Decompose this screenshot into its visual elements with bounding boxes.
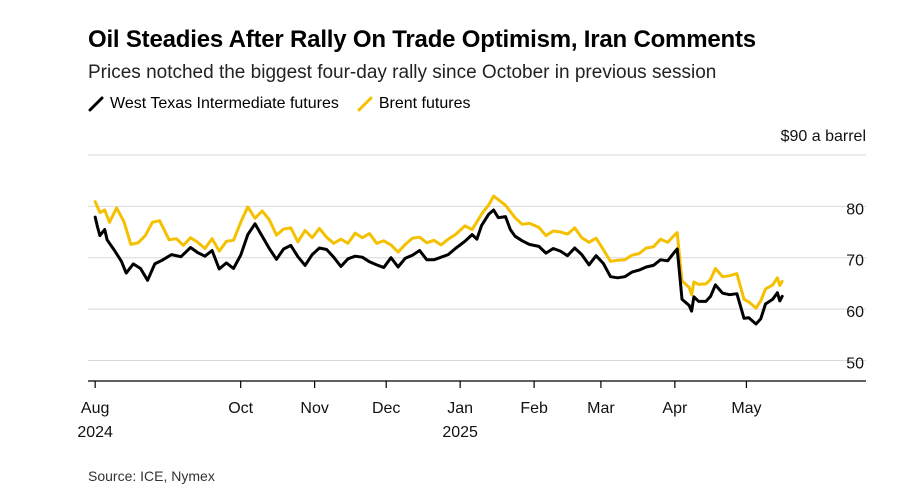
source-note: Source: ICE, Nymex: [88, 468, 215, 484]
x-tick-label: Feb: [520, 400, 548, 417]
legend-item-wti: West Texas Intermediate futures: [88, 95, 339, 113]
legend-item-brent: Brent futures: [357, 95, 471, 113]
y-tick-label: 80: [846, 201, 864, 218]
legend: West Texas Intermediate futures Brent fu…: [88, 95, 470, 113]
y-tick-label: 60: [846, 304, 864, 321]
chart-title: Oil Steadies After Rally On Trade Optimi…: [88, 26, 756, 53]
x-tick-label: Apr: [662, 400, 688, 417]
legend-label-brent: Brent futures: [378, 95, 471, 112]
chart-subtitle: Prices notched the biggest four-day rall…: [88, 62, 717, 83]
y-unit-label: $90 a barrel: [781, 128, 866, 145]
series-lines: [93, 194, 784, 326]
legend-swatch-wti: [88, 96, 104, 112]
x-tick-year-label: 2024: [77, 424, 113, 441]
y-axis-ticks: 50 60 70 80: [846, 201, 864, 372]
x-tick-label: Aug: [81, 400, 109, 417]
x-tick-label: Jan: [447, 400, 473, 417]
y-tick-label: 50: [846, 355, 864, 372]
x-tick-label: Mar: [587, 400, 615, 417]
legend-swatch-brent: [357, 96, 373, 112]
x-tick-label: May: [731, 400, 761, 417]
x-tick-label: Nov: [300, 400, 328, 417]
x-axis: Aug 2024 Oct Nov Dec Jan 2025 Feb Mar Apr May: [77, 380, 866, 441]
y-tick-label: 70: [846, 253, 864, 270]
series-line-wti: [93, 208, 784, 326]
series-line-brent: [93, 194, 784, 310]
legend-label-wti: West Texas Intermediate futures: [110, 95, 339, 112]
x-tick-year-label: 2025: [442, 424, 478, 441]
x-tick-label: Dec: [372, 400, 400, 417]
gridlines: [88, 154, 866, 361]
x-tick-label: Oct: [228, 400, 253, 417]
